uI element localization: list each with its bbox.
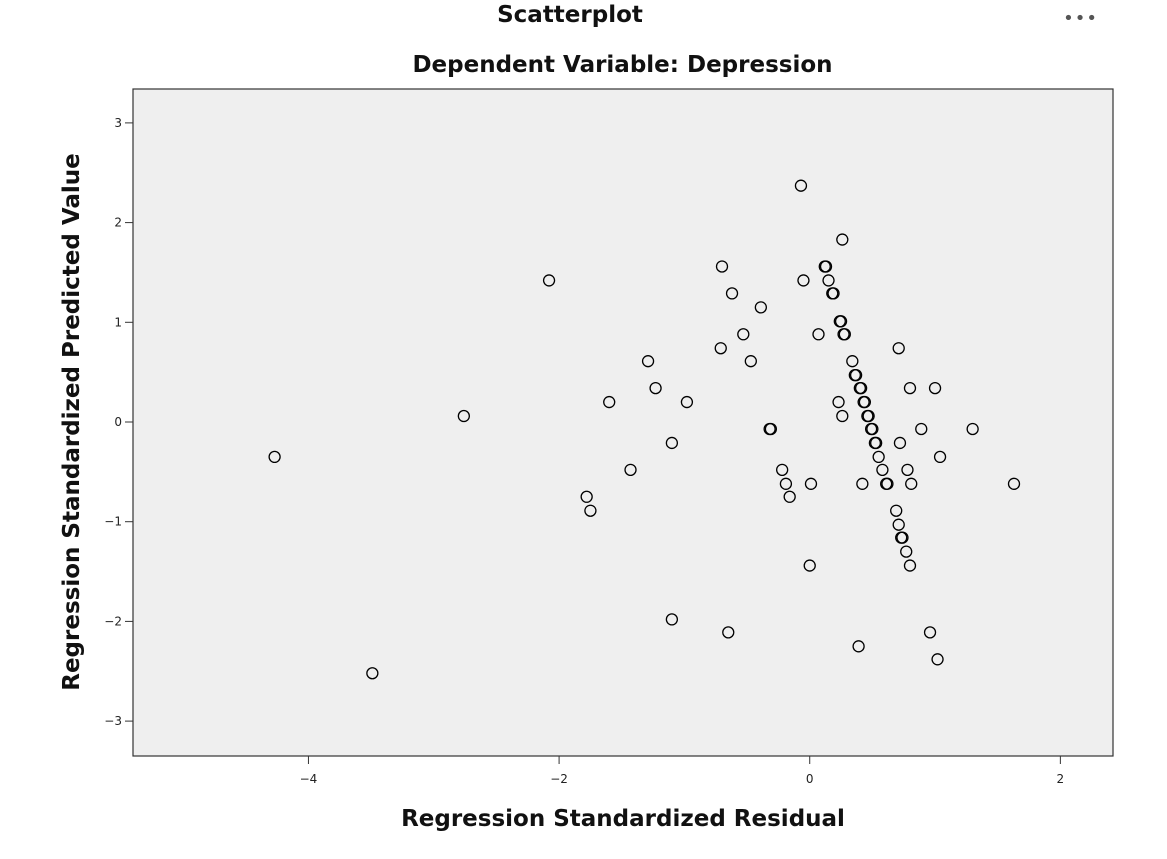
data-point	[834, 315, 848, 328]
chart-subtitle: Dependent Variable: Depression	[412, 52, 833, 78]
data-point	[836, 409, 849, 423]
data-point	[876, 463, 889, 477]
data-point	[783, 490, 796, 503]
data-point	[903, 381, 917, 395]
data-point	[665, 436, 679, 450]
data-point	[804, 477, 818, 490]
data-point	[822, 274, 835, 287]
y-axis-title: Regression Standardized Predicted Value	[59, 153, 85, 691]
x-tick-label: −2	[550, 772, 568, 786]
y-tick-label: 1	[114, 315, 122, 329]
data-point	[856, 477, 869, 490]
data-point	[649, 381, 662, 395]
x-tick-label: 2	[1057, 772, 1065, 786]
data-point	[779, 477, 793, 490]
y-axis: −3 −2 −1 0 1 2 3	[104, 116, 133, 728]
data-point	[905, 477, 918, 490]
data-point	[836, 233, 849, 246]
data-point	[803, 559, 816, 572]
plot-area	[132, 88, 1114, 757]
data-point	[366, 667, 379, 680]
data-point	[931, 653, 944, 666]
y-tick-label: −2	[104, 614, 122, 628]
data-point	[852, 640, 865, 653]
data-point	[900, 545, 913, 558]
data-point	[832, 395, 845, 409]
data-point	[715, 260, 729, 273]
data-point	[881, 477, 894, 490]
data-point	[1007, 477, 1021, 490]
data-point	[776, 463, 789, 477]
data-point	[714, 342, 727, 355]
data-points	[268, 179, 1021, 680]
data-point	[665, 613, 679, 626]
chart-title: Scatterplot	[497, 2, 643, 28]
data-point	[923, 626, 937, 639]
data-point	[838, 328, 851, 341]
data-point	[268, 450, 281, 464]
data-point	[933, 450, 947, 464]
y-tick-label: 2	[114, 216, 122, 230]
data-point	[580, 490, 593, 503]
data-point	[744, 355, 757, 368]
data-point	[890, 504, 903, 517]
x-tick-label: −4	[300, 772, 318, 786]
data-point	[966, 422, 979, 436]
data-point	[624, 463, 637, 477]
data-point	[896, 531, 909, 544]
data-point	[542, 274, 556, 287]
data-point	[603, 395, 616, 409]
y-tick-label: −3	[104, 714, 122, 728]
more-options-icon[interactable]: •••	[1063, 8, 1098, 29]
data-point	[901, 463, 914, 477]
data-point	[827, 287, 840, 300]
data-point	[754, 301, 768, 314]
data-point	[722, 626, 735, 639]
x-tick-label: 0	[806, 772, 814, 786]
data-point	[872, 450, 885, 464]
data-point	[725, 287, 739, 300]
data-point	[641, 355, 655, 368]
data-point	[849, 368, 863, 382]
y-tick-label: 3	[114, 116, 122, 130]
data-point	[866, 422, 879, 436]
data-point	[584, 504, 597, 517]
data-point	[764, 422, 778, 436]
data-point	[892, 342, 905, 355]
data-point	[797, 274, 810, 287]
data-point	[858, 395, 872, 409]
data-point	[812, 328, 825, 341]
data-point	[869, 436, 883, 450]
data-point	[903, 559, 917, 572]
y-tick-label: 0	[114, 415, 122, 429]
data-point	[928, 381, 942, 395]
data-point	[819, 260, 833, 273]
data-point	[854, 381, 868, 395]
data-point	[893, 436, 907, 450]
x-axis-title: Regression Standardized Residual	[401, 806, 845, 832]
data-point	[680, 395, 694, 409]
y-tick-label: −1	[104, 515, 122, 529]
data-point	[794, 179, 808, 192]
data-point	[915, 422, 928, 436]
data-point	[846, 355, 859, 368]
x-axis: −4 −2 0 2	[300, 756, 1065, 786]
data-point	[892, 518, 905, 531]
data-point	[457, 409, 470, 423]
data-point	[737, 328, 750, 341]
data-point	[862, 409, 875, 423]
